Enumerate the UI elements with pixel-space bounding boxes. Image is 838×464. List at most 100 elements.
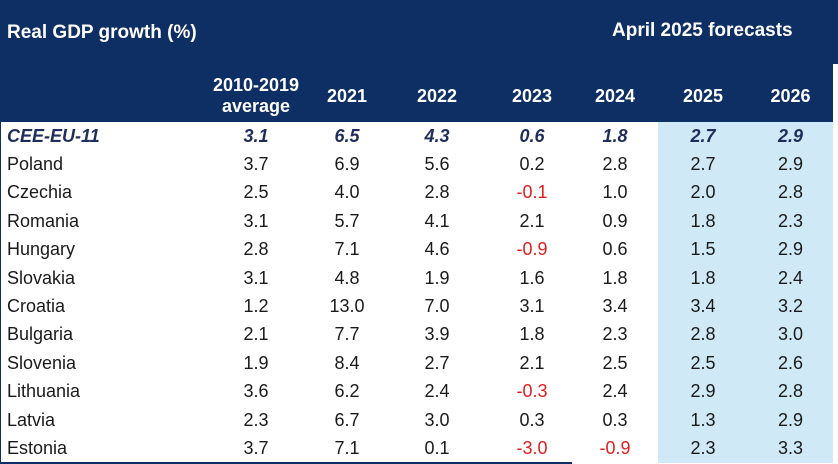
value-cell: 2.4: [602, 381, 628, 402]
table-row: Czechia 2.5 4.0 2.8 -0.1 1.0 2.0 2.8: [0, 178, 838, 208]
value-cell: 2.9: [748, 122, 833, 151]
value-cell: 3.7: [243, 437, 269, 458]
value-cell: 6.2: [334, 381, 360, 402]
value-cell: 1.8: [602, 125, 628, 146]
table-row: CEE-EU-11 3.1 6.5 4.3 0.6 1.8 2.7 2.9: [0, 122, 838, 151]
value-cell: -3.0: [516, 437, 548, 458]
value-cell: 2.7: [658, 122, 748, 151]
value-cell: 3.9: [424, 324, 450, 345]
value-cell: 2.7: [658, 150, 748, 179]
value-cell: 0.3: [602, 409, 628, 430]
value-cell: 1.8: [519, 324, 545, 345]
value-cell: 13.0: [329, 296, 365, 317]
value-cell: 1.2: [243, 296, 269, 317]
value-cell: 3.0: [424, 409, 450, 430]
value-cell: 8.4: [334, 352, 360, 373]
value-cell: 1.6: [519, 267, 545, 288]
country-name: Hungary: [7, 239, 76, 260]
value-cell: 4.8: [334, 267, 360, 288]
value-cell: 3.6: [243, 381, 269, 402]
table-row: Slovakia 3.1 4.8 1.9 1.6 1.8 1.8 2.4: [0, 263, 838, 293]
table-row: Poland 3.7 6.9 5.6 0.2 2.8 2.7 2.9: [0, 150, 838, 179]
value-cell: 2.5: [243, 182, 269, 203]
country-name: Slovakia: [7, 267, 76, 288]
column-header-2021: 2021: [326, 85, 368, 106]
table-row: Lithuania 3.6 6.2 2.4 -0.3 2.4 2.9 2.8: [0, 377, 838, 406]
value-cell: 2.1: [519, 352, 545, 373]
right-edge: [833, 64, 838, 464]
value-cell: 2.8: [748, 178, 833, 208]
value-cell: 6.7: [334, 409, 360, 430]
value-cell: 2.8: [602, 154, 628, 175]
value-cell: 2.9: [748, 150, 833, 179]
value-cell: -0.9: [516, 239, 548, 260]
left-border: [0, 122, 1, 464]
country-name: Lithuania: [7, 381, 81, 402]
value-cell: 2.9: [748, 405, 833, 435]
country-name: Estonia: [7, 437, 68, 458]
value-cell: 5.6: [424, 154, 450, 175]
forecast-label: April 2025 forecasts: [612, 20, 793, 41]
value-cell: -0.9: [599, 437, 631, 458]
value-cell: 1.0: [602, 182, 628, 203]
value-cell: 2.5: [602, 352, 628, 373]
country-name: CEE-EU-11: [7, 125, 100, 146]
value-cell: 1.9: [243, 352, 269, 373]
value-cell: 3.2: [748, 292, 833, 321]
column-header-2022: 2022: [416, 85, 458, 106]
value-cell: 2.8: [243, 239, 269, 260]
table-row: Croatia 1.2 13.0 7.0 3.1 3.4 3.4 3.2: [0, 292, 838, 321]
value-cell: 7.7: [334, 324, 360, 345]
value-cell: 2.1: [243, 324, 269, 345]
table-row: Latvia 2.3 6.7 3.0 0.3 0.3 1.3 2.9: [0, 405, 838, 435]
table-row: Estonia 3.7 7.1 0.1 -3.0 -0.9 2.3 3.3: [0, 434, 838, 463]
table-row: Slovenia 1.9 8.4 2.7 2.1 2.5 2.5 2.6: [0, 349, 838, 378]
country-name: Latvia: [7, 409, 56, 430]
value-cell: 2.1: [519, 210, 545, 231]
value-cell: 2.3: [658, 434, 748, 463]
value-cell: 4.0: [334, 182, 360, 203]
country-name: Croatia: [7, 296, 66, 317]
gdp-data-table: CEE-EU-11 3.1 6.5 4.3 0.6 1.8 2.7 2.9 Poland 3.7 6…: [0, 122, 838, 463]
value-cell: 2.3: [602, 324, 628, 345]
value-cell: 3.1: [243, 125, 269, 146]
table-row: Hungary 2.8 7.1 4.6 -0.9 0.6 1.5 2.9: [0, 235, 838, 264]
value-cell: -0.1: [516, 182, 548, 203]
column-header-2025: 2025: [682, 85, 724, 106]
value-cell: 6.5: [334, 125, 360, 146]
value-cell: 2.0: [658, 178, 748, 208]
country-name: Bulgaria: [7, 324, 74, 345]
column-header-avg: 2010-2019 average: [212, 75, 300, 116]
value-cell: 0.3: [519, 409, 545, 430]
value-cell: 1.8: [658, 263, 748, 293]
country-name: Romania: [7, 210, 80, 231]
country-name: Czechia: [7, 182, 73, 203]
value-cell: -0.3: [516, 381, 548, 402]
value-cell: 0.6: [519, 125, 545, 146]
value-cell: 2.3: [748, 207, 833, 236]
table-row: Romania 3.1 5.7 4.1 2.1 0.9 1.8 2.3: [0, 207, 838, 236]
value-cell: 2.4: [424, 381, 450, 402]
value-cell: 7.1: [334, 437, 360, 458]
value-cell: 2.4: [748, 263, 833, 293]
country-name: Slovenia: [7, 352, 77, 373]
value-cell: 3.3: [748, 434, 833, 463]
value-cell: 3.1: [243, 210, 269, 231]
country-name: Poland: [7, 154, 64, 175]
value-cell: 4.6: [424, 239, 450, 260]
value-cell: 2.3: [243, 409, 269, 430]
value-cell: 3.4: [602, 296, 628, 317]
column-header-2024: 2024: [594, 85, 636, 106]
value-cell: 1.3: [658, 405, 748, 435]
value-cell: 7.0: [424, 296, 450, 317]
value-cell: 7.1: [334, 239, 360, 260]
value-cell: 0.6: [602, 239, 628, 260]
value-cell: 2.9: [658, 377, 748, 406]
value-cell: 1.5: [658, 235, 748, 264]
value-cell: 2.9: [748, 235, 833, 264]
value-cell: 2.8: [748, 377, 833, 406]
table-title: Real GDP growth (%): [7, 22, 197, 43]
value-cell: 3.1: [519, 296, 545, 317]
table-row: Bulgaria 2.1 7.7 3.9 1.8 2.3 2.8 3.0: [0, 320, 838, 350]
value-cell: 0.9: [602, 210, 628, 231]
